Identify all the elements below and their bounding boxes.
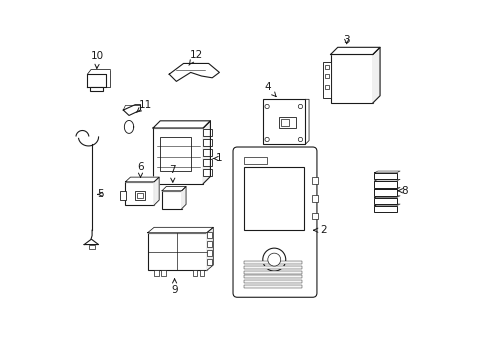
Polygon shape bbox=[169, 63, 219, 81]
Bar bbox=[192, 270, 197, 276]
Polygon shape bbox=[147, 227, 213, 233]
Bar bbox=[311, 213, 317, 220]
Circle shape bbox=[298, 137, 302, 141]
Polygon shape bbox=[153, 121, 210, 128]
Bar bbox=[244, 261, 301, 264]
Bar bbox=[278, 117, 295, 128]
Text: 1: 1 bbox=[213, 153, 222, 163]
Bar bbox=[203, 149, 212, 156]
Bar bbox=[281, 119, 288, 126]
Bar bbox=[147, 233, 206, 270]
Bar bbox=[263, 99, 305, 144]
Polygon shape bbox=[162, 186, 185, 191]
FancyBboxPatch shape bbox=[233, 147, 316, 297]
Bar bbox=[162, 191, 182, 209]
Text: 11: 11 bbox=[136, 100, 152, 112]
Bar bbox=[324, 65, 329, 69]
Bar bbox=[199, 270, 204, 276]
Bar bbox=[206, 250, 212, 256]
Polygon shape bbox=[87, 74, 106, 87]
Bar bbox=[154, 270, 159, 276]
Bar bbox=[90, 87, 103, 91]
Bar bbox=[244, 275, 301, 278]
Text: 12: 12 bbox=[188, 50, 203, 65]
Polygon shape bbox=[373, 188, 399, 189]
Bar bbox=[373, 189, 396, 196]
Polygon shape bbox=[203, 121, 210, 184]
Polygon shape bbox=[206, 227, 213, 270]
Polygon shape bbox=[372, 47, 379, 103]
Bar bbox=[160, 137, 190, 171]
Bar bbox=[206, 259, 212, 265]
Bar bbox=[324, 74, 329, 78]
Text: 7: 7 bbox=[169, 165, 176, 182]
Bar bbox=[203, 129, 212, 136]
Bar bbox=[135, 191, 145, 200]
Circle shape bbox=[264, 137, 269, 141]
Bar bbox=[206, 241, 212, 247]
Bar bbox=[323, 62, 330, 98]
Text: 2: 2 bbox=[313, 225, 326, 235]
Bar bbox=[206, 232, 212, 238]
Bar bbox=[373, 206, 396, 212]
Circle shape bbox=[262, 248, 285, 271]
Text: 9: 9 bbox=[171, 279, 178, 296]
Polygon shape bbox=[373, 196, 399, 198]
Bar bbox=[203, 139, 212, 146]
Circle shape bbox=[264, 104, 269, 109]
Polygon shape bbox=[123, 105, 140, 116]
Polygon shape bbox=[182, 186, 185, 209]
Bar bbox=[311, 177, 317, 184]
Polygon shape bbox=[84, 239, 99, 244]
Bar bbox=[244, 266, 301, 269]
Bar bbox=[373, 181, 396, 188]
Bar bbox=[244, 157, 266, 164]
Bar bbox=[125, 182, 154, 205]
Circle shape bbox=[267, 253, 280, 266]
Text: 6: 6 bbox=[137, 162, 143, 177]
Bar bbox=[244, 271, 301, 274]
Bar bbox=[373, 173, 396, 179]
Bar bbox=[244, 280, 301, 283]
Bar bbox=[244, 167, 304, 230]
Circle shape bbox=[298, 104, 302, 109]
Bar bbox=[330, 54, 372, 103]
Bar bbox=[373, 198, 396, 204]
Text: 3: 3 bbox=[343, 35, 349, 45]
Polygon shape bbox=[373, 171, 399, 173]
Polygon shape bbox=[373, 179, 399, 181]
Bar bbox=[161, 270, 165, 276]
Text: 4: 4 bbox=[264, 82, 276, 96]
Bar bbox=[137, 193, 142, 198]
Polygon shape bbox=[330, 47, 379, 54]
Polygon shape bbox=[373, 204, 399, 206]
Bar bbox=[203, 159, 212, 166]
Polygon shape bbox=[154, 177, 159, 205]
Bar bbox=[89, 245, 94, 249]
Bar bbox=[120, 191, 126, 200]
Text: 8: 8 bbox=[397, 186, 407, 196]
Bar bbox=[153, 128, 203, 184]
Bar bbox=[324, 85, 329, 89]
Polygon shape bbox=[125, 177, 159, 182]
Text: 5: 5 bbox=[97, 189, 103, 199]
Bar bbox=[311, 195, 317, 202]
Text: 10: 10 bbox=[91, 51, 104, 68]
Bar bbox=[244, 285, 301, 288]
Bar bbox=[203, 169, 212, 176]
